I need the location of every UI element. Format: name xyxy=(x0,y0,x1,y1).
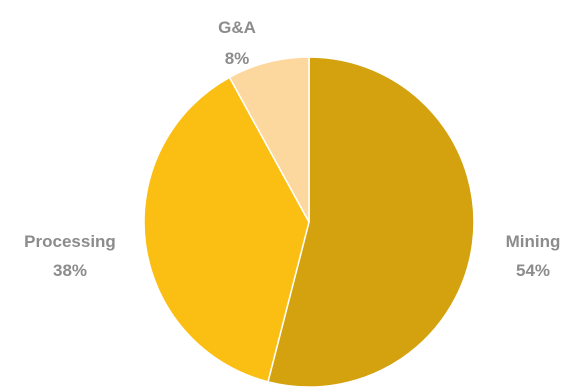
slice-label-processing: Processing xyxy=(24,232,116,251)
pie-slice-mining xyxy=(267,56,475,387)
pie-slices xyxy=(143,56,475,387)
pie-labels: Mining 54% Processing 38% G&A 8% xyxy=(24,18,560,280)
slice-percent-processing: 38% xyxy=(53,261,87,280)
slice-percent-g-a: 8% xyxy=(225,49,250,68)
pie-slice-g-a xyxy=(228,56,310,223)
slice-label-g-a: G&A xyxy=(218,18,256,37)
slice-label-mining: Mining xyxy=(506,232,561,251)
pie-slice-processing xyxy=(143,76,310,383)
slice-percent-mining: 54% xyxy=(516,261,550,280)
